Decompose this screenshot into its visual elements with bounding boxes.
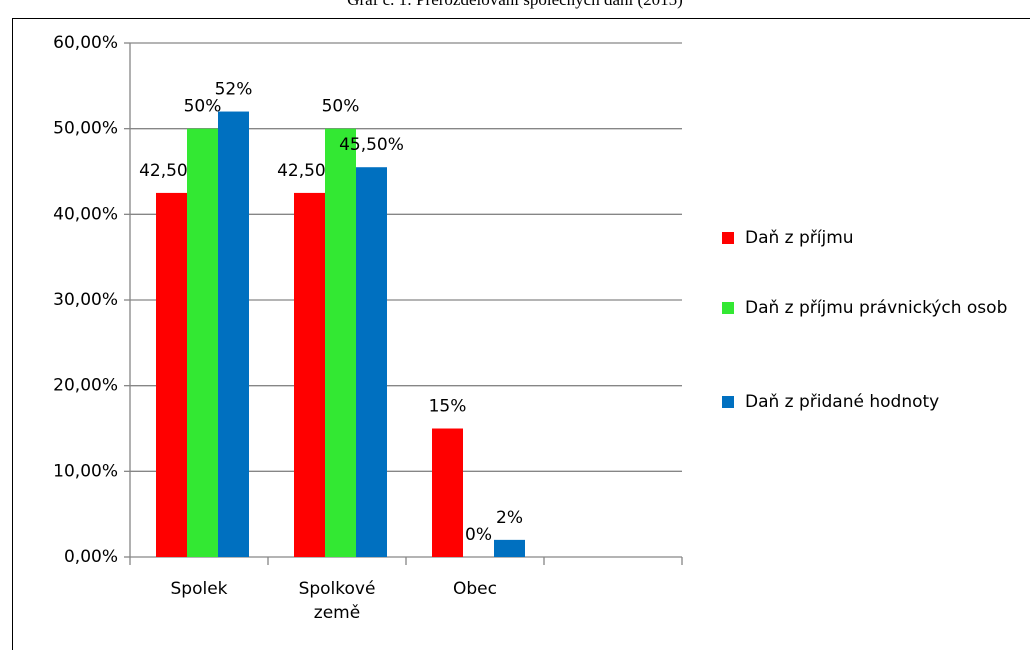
bar (187, 128, 218, 557)
data-label: 2% (496, 508, 523, 528)
y-tick-label: 60,00% (53, 33, 118, 53)
legend-label: Daň z příjmu (745, 228, 854, 248)
legend-swatch (722, 232, 734, 244)
x-tick-label: Obec (453, 579, 497, 599)
bar (432, 428, 463, 557)
legend-swatch (722, 302, 734, 314)
data-label: 15% (429, 397, 467, 417)
y-tick-label: 20,00% (53, 376, 118, 396)
frame (12, 18, 1030, 650)
bar (325, 128, 356, 557)
y-tick-label: 50,00% (53, 119, 118, 139)
y-tick-label: 30,00% (53, 290, 118, 310)
y-tick-label: 0,00% (64, 547, 118, 567)
legend-label: Daň z příjmu právnických osob (745, 298, 1008, 318)
data-label: 50% (322, 97, 360, 117)
data-label: 52% (215, 80, 253, 100)
legend-swatch (722, 396, 734, 408)
bar (356, 167, 387, 557)
y-tick-label: 10,00% (53, 461, 118, 481)
legend-label: Daň z přidané hodnoty (745, 392, 940, 412)
bar (494, 539, 525, 557)
data-label: 45,50% (339, 135, 404, 155)
chart-title: Graf č. 1: Přerozdělování společných dan… (0, 0, 1030, 10)
x-tick-label: Spolek (170, 579, 228, 599)
y-tick-label: 40,00% (53, 204, 118, 224)
data-label: 50% (184, 97, 222, 117)
bar (218, 111, 249, 558)
x-tick-label: Spolkové země (298, 579, 376, 623)
data-label: 0% (465, 525, 492, 545)
bar (294, 192, 325, 557)
bar (156, 192, 187, 557)
